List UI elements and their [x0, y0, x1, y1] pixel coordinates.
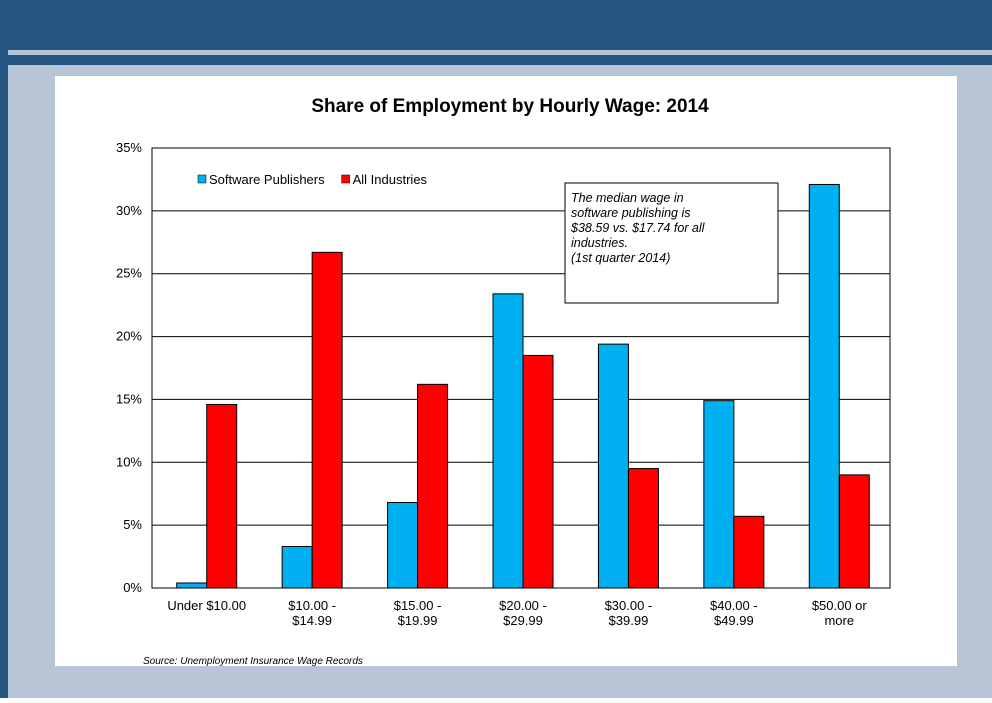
y-tick-label: 0%: [123, 580, 142, 595]
x-tick-label: $50.00 or: [812, 598, 868, 613]
x-tick-label: more: [824, 613, 854, 628]
annotation-text: $38.59 vs. $17.74 for all: [570, 221, 706, 235]
bar: [417, 383, 449, 589]
x-tick-label: $20.00 -: [499, 598, 547, 613]
annotation-text: industries.: [571, 236, 628, 250]
x-tick-label: $19.99: [398, 613, 438, 628]
y-tick-label: 30%: [116, 203, 142, 218]
header-stripe: [0, 55, 992, 65]
annotation-text: software publishing is: [571, 206, 691, 220]
bar: [733, 515, 765, 589]
x-tick-label: $10.00 -: [288, 598, 336, 613]
annotation-text: The median wage in: [571, 191, 684, 205]
bar: [206, 403, 238, 589]
legend-swatch: [341, 174, 350, 184]
bar: [808, 183, 840, 589]
x-tick-label: $14.99: [292, 613, 332, 628]
x-tick-label: $49.99: [714, 613, 754, 628]
y-tick-label: 35%: [116, 140, 142, 155]
bar: [627, 468, 659, 589]
header-bar: [0, 0, 992, 50]
annotation-box: [564, 182, 779, 304]
bar: [703, 400, 735, 589]
legend-label: All Industries: [353, 172, 428, 187]
y-tick-label: 5%: [123, 517, 142, 532]
y-tick-label: 15%: [116, 391, 142, 406]
chart-title: Share of Employment by Hourly Wage: 2014: [311, 96, 709, 117]
bar: [838, 474, 870, 589]
source-note: Source: Unemployment Insurance Wage Reco…: [143, 656, 363, 667]
plot-frame: [151, 147, 891, 589]
bar: [387, 502, 419, 589]
bar: [281, 546, 313, 589]
legend-swatch: [197, 174, 207, 184]
x-tick-label: $30.00 -: [605, 598, 653, 613]
bar: [176, 582, 208, 589]
y-tick-label: 10%: [116, 454, 142, 469]
legend-label: Software Publishers: [209, 172, 325, 187]
bar: [311, 251, 343, 589]
x-tick-label: Under $10.00: [167, 598, 246, 613]
y-tick-label: 25%: [116, 266, 142, 281]
y-tick-label: 20%: [116, 329, 142, 344]
x-tick-label: $39.99: [609, 613, 649, 628]
x-tick-label: $29.99: [503, 613, 543, 628]
bar: [492, 293, 524, 589]
annotation-text: (1st quarter 2014): [571, 251, 670, 265]
left-border: [0, 0, 8, 698]
bar: [597, 343, 629, 589]
x-tick-label: $15.00 -: [394, 598, 442, 613]
x-tick-label: $40.00 -: [710, 598, 758, 613]
bar: [522, 354, 554, 589]
